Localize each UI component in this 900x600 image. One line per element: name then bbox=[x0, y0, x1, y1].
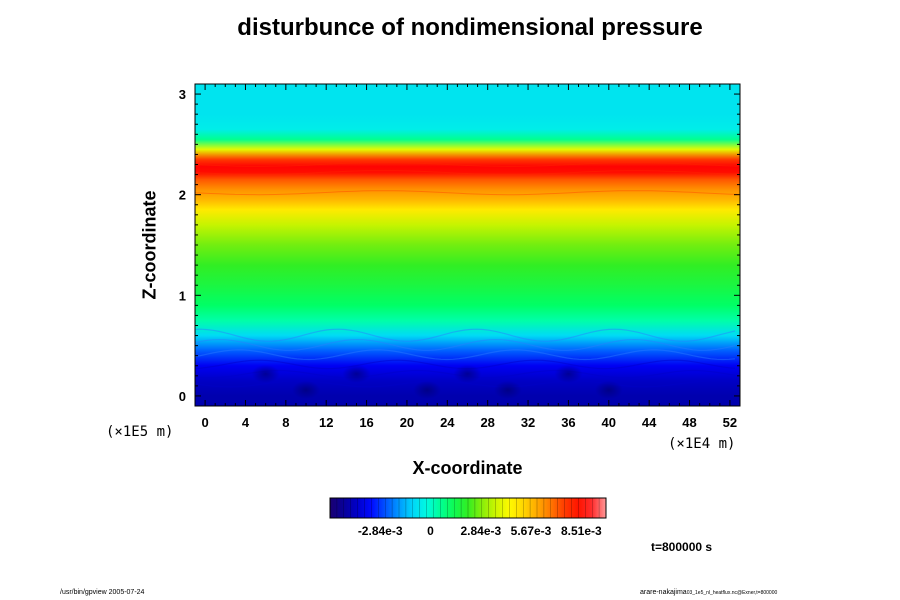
chart-title: disturbunce of nondimensional pressure bbox=[237, 14, 703, 41]
x-tick-label: 52 bbox=[723, 415, 737, 430]
pressure-field bbox=[195, 84, 740, 406]
x-tick-label: 48 bbox=[682, 415, 696, 430]
y-axis-unit: (×1E5 m) bbox=[106, 424, 174, 440]
y-axis: 0 1 2 3 bbox=[179, 83, 740, 407]
colorbar-tick-label: 8.51e-3 bbox=[561, 524, 602, 538]
x-tick-label: 28 bbox=[480, 415, 494, 430]
field-minimum bbox=[292, 380, 321, 399]
colorbar-levels bbox=[336, 498, 600, 518]
x-tick-label: 32 bbox=[521, 415, 535, 430]
field-texture bbox=[195, 162, 740, 399]
y-tick-label: 2 bbox=[179, 188, 186, 203]
field-minimum bbox=[453, 364, 482, 383]
field-contour-line bbox=[195, 328, 736, 342]
time-annotation: t=800000 s bbox=[651, 540, 713, 554]
x-tick-label: 16 bbox=[359, 415, 373, 430]
field-contour-line bbox=[195, 170, 740, 175]
field-minimum bbox=[493, 380, 522, 399]
x-tick-label: 20 bbox=[400, 415, 414, 430]
field-minimum bbox=[251, 364, 280, 383]
footer-source-sub: 03_1e5_nl_heatflux.nc@Exner,t=800000 bbox=[686, 590, 778, 596]
y-axis-label: Z-coordinate bbox=[139, 190, 160, 300]
field-minimum bbox=[342, 364, 371, 383]
x-tick-label: 12 bbox=[319, 415, 333, 430]
field-minimum bbox=[594, 380, 623, 399]
footer-source: arare-nakajima03_1e5_nl_heatflux.nc@Exne… bbox=[640, 589, 777, 596]
x-tick-label: 44 bbox=[642, 415, 657, 430]
colorbar-tick-label: -2.84e-3 bbox=[358, 524, 403, 538]
field-contour-line bbox=[195, 162, 740, 167]
x-axis: 0 4 8 12 16 20 24 28 32 36 40 44 48 52 bbox=[201, 84, 741, 430]
x-tick-label: 24 bbox=[440, 415, 455, 430]
footer-program: /usr/bin/gpview 2005-07-24 bbox=[60, 589, 145, 596]
colorbar-tick-label: 5.67e-3 bbox=[511, 524, 552, 538]
x-tick-label: 8 bbox=[282, 415, 289, 430]
y-tick-label: 3 bbox=[179, 87, 186, 102]
x-axis-unit: (×1E4 m) bbox=[668, 436, 736, 452]
field-minimum bbox=[413, 380, 442, 399]
y-tick-label: 1 bbox=[179, 288, 186, 303]
colorbar-labels: -2.84e-3 0 2.84e-3 5.67e-3 8.51e-3 bbox=[358, 524, 602, 538]
field-contour-line bbox=[195, 338, 736, 351]
x-tick-label: 0 bbox=[201, 415, 208, 430]
footer-source-main: arare-nakajima bbox=[640, 589, 687, 596]
field-contour-line bbox=[195, 380, 736, 388]
field-minimum bbox=[554, 364, 583, 383]
x-axis-label: X-coordinate bbox=[412, 458, 523, 478]
x-tick-label: 36 bbox=[561, 415, 575, 430]
colorbar-tick-label: 0 bbox=[427, 524, 434, 538]
x-tick-label: 40 bbox=[602, 415, 616, 430]
x-tick-label: 4 bbox=[242, 415, 250, 430]
colorbar-tick-label: 2.84e-3 bbox=[461, 524, 502, 538]
y-tick-label: 0 bbox=[179, 389, 186, 404]
field-contour-line bbox=[195, 349, 736, 361]
field-contour-line bbox=[195, 190, 740, 196]
